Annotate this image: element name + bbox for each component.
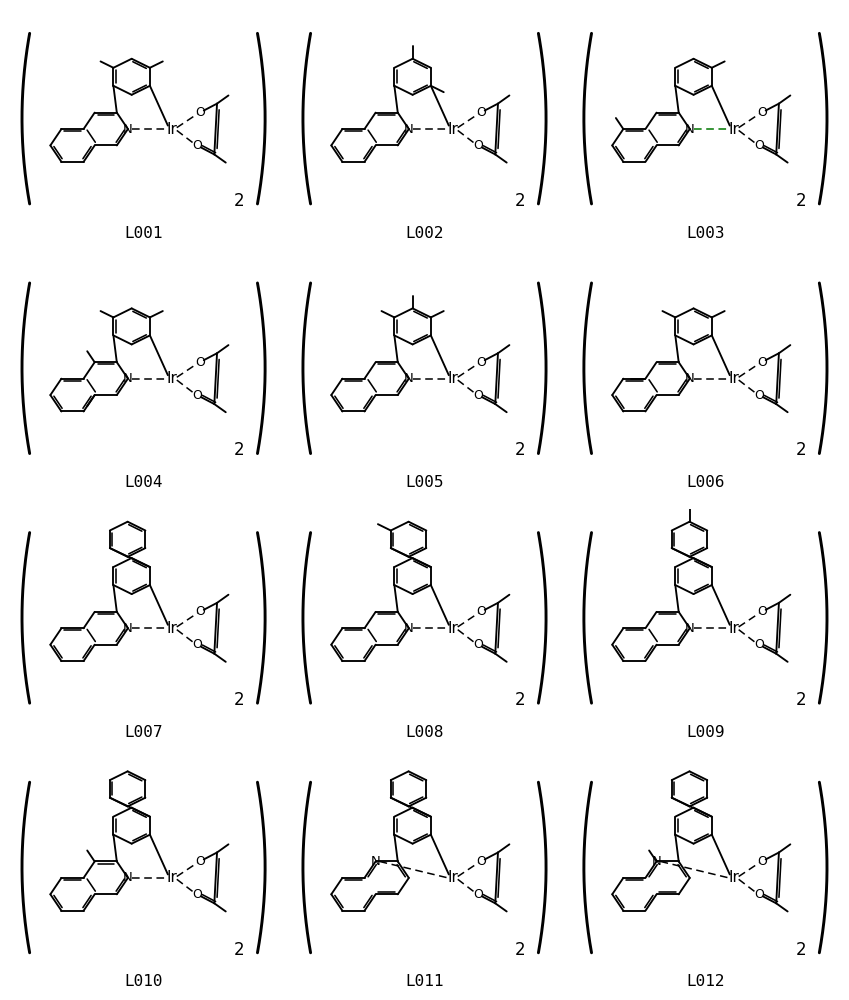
Text: L007: L007: [124, 725, 163, 740]
Text: O: O: [195, 106, 205, 119]
Text: L004: L004: [124, 475, 163, 490]
Text: O: O: [193, 389, 203, 402]
Text: 2: 2: [515, 441, 526, 459]
Text: O: O: [474, 139, 483, 152]
Text: O: O: [757, 855, 767, 868]
Text: 2: 2: [234, 691, 245, 709]
Text: N: N: [123, 123, 132, 136]
Text: L006: L006: [686, 475, 725, 490]
Text: L005: L005: [405, 475, 444, 490]
Text: Ir: Ir: [447, 371, 458, 386]
Text: Ir: Ir: [728, 371, 739, 386]
Text: Ir: Ir: [166, 870, 177, 885]
Text: 2: 2: [796, 691, 807, 709]
Text: L012: L012: [686, 974, 725, 989]
Text: N: N: [123, 372, 132, 385]
Text: N: N: [123, 622, 132, 635]
Text: L003: L003: [686, 226, 725, 241]
Text: O: O: [755, 888, 764, 901]
Text: N: N: [371, 855, 380, 868]
Text: N: N: [404, 123, 413, 136]
Text: Ir: Ir: [166, 621, 177, 636]
Text: 2: 2: [515, 941, 526, 959]
Text: O: O: [757, 605, 767, 618]
Text: O: O: [755, 389, 764, 402]
Text: O: O: [757, 106, 767, 119]
Text: O: O: [474, 389, 483, 402]
Text: Ir: Ir: [447, 621, 458, 636]
Text: N: N: [652, 855, 661, 868]
Text: O: O: [755, 139, 764, 152]
Text: O: O: [476, 106, 486, 119]
Text: Ir: Ir: [166, 371, 177, 386]
Text: N: N: [685, 372, 694, 385]
Text: O: O: [755, 638, 764, 651]
Text: L010: L010: [124, 974, 163, 989]
Text: O: O: [193, 888, 203, 901]
Text: N: N: [404, 372, 413, 385]
Text: O: O: [474, 888, 483, 901]
Text: O: O: [193, 139, 203, 152]
Text: 2: 2: [234, 441, 245, 459]
Text: 2: 2: [515, 192, 526, 210]
Text: O: O: [195, 605, 205, 618]
Text: O: O: [757, 356, 767, 369]
Text: O: O: [474, 638, 483, 651]
Text: N: N: [685, 622, 694, 635]
Text: O: O: [195, 855, 205, 868]
Text: Ir: Ir: [728, 870, 739, 885]
Text: O: O: [476, 855, 486, 868]
Text: L008: L008: [405, 725, 444, 740]
Text: Ir: Ir: [447, 122, 458, 137]
Text: Ir: Ir: [166, 122, 177, 137]
Text: O: O: [476, 605, 486, 618]
Text: 2: 2: [515, 691, 526, 709]
Text: L011: L011: [405, 974, 444, 989]
Text: O: O: [195, 356, 205, 369]
Text: 2: 2: [234, 192, 245, 210]
Text: L001: L001: [124, 226, 163, 241]
Text: Ir: Ir: [728, 122, 739, 137]
Text: L002: L002: [405, 226, 444, 241]
Text: Ir: Ir: [447, 870, 458, 885]
Text: 2: 2: [234, 941, 245, 959]
Text: O: O: [193, 638, 203, 651]
Text: N: N: [404, 622, 413, 635]
Text: N: N: [685, 123, 694, 136]
Text: 2: 2: [796, 941, 807, 959]
Text: 2: 2: [796, 441, 807, 459]
Text: L009: L009: [686, 725, 725, 740]
Text: O: O: [476, 356, 486, 369]
Text: N: N: [123, 871, 132, 884]
Text: Ir: Ir: [728, 621, 739, 636]
Text: 2: 2: [796, 192, 807, 210]
